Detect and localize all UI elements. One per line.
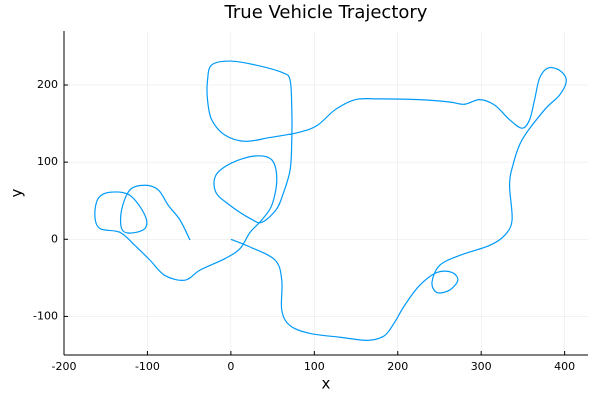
y-tick-label: 200	[37, 78, 58, 91]
x-tick-label: 0	[227, 360, 234, 373]
x-tick-label: 100	[304, 360, 325, 373]
y-tick-label: 100	[37, 155, 58, 168]
x-tick-label: 400	[554, 360, 575, 373]
y-tick-label: 0	[51, 232, 58, 245]
y-tick-label: -100	[33, 309, 58, 322]
x-axis-label: x	[322, 375, 331, 393]
x-tick-label: 200	[387, 360, 408, 373]
x-tick-label: -200	[52, 360, 77, 373]
x-tick-label: 300	[471, 360, 492, 373]
x-tick-label: -100	[135, 360, 160, 373]
y-axis-label: y	[8, 188, 26, 197]
trajectory-line	[94, 60, 567, 341]
chart-title: True Vehicle Trajectory	[224, 2, 428, 23]
